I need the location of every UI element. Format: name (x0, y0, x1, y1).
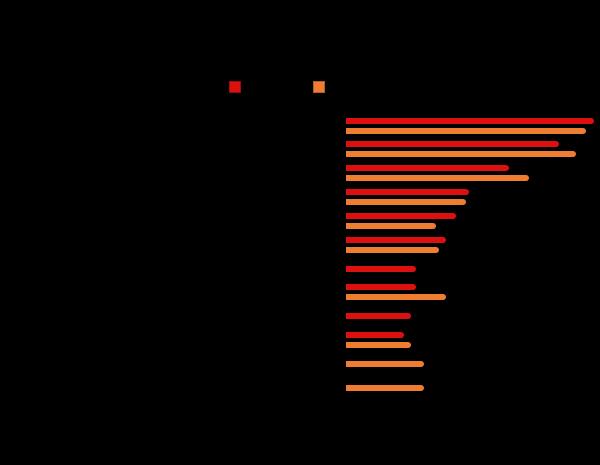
bar-orange-row8 (346, 294, 446, 301)
bar-orange-row5 (346, 222, 436, 229)
legend-swatch-orange (313, 81, 325, 93)
bar-orange-row4 (346, 199, 466, 206)
bar-red-row9 (346, 313, 411, 320)
bar-red-row1 (346, 117, 594, 124)
bar-red-row10 (346, 332, 404, 339)
bar-orange-row11 (346, 361, 424, 367)
bar-orange-row10 (346, 342, 411, 349)
bar-orange-row3 (346, 175, 529, 182)
bar-orange-row12 (346, 384, 424, 391)
bar-red-row3 (346, 165, 509, 172)
bar-red-row2 (346, 141, 559, 148)
bar-orange-row6 (346, 246, 439, 253)
bar-red-row7 (346, 265, 416, 272)
bar-red-row4 (346, 189, 469, 196)
bar-red-row8 (346, 284, 416, 291)
bar-red-row6 (346, 236, 446, 243)
bar-red-row5 (346, 212, 456, 219)
bar-orange-row1 (346, 127, 586, 134)
legend-swatch-red (229, 81, 241, 93)
bar-orange-row2 (346, 151, 576, 158)
